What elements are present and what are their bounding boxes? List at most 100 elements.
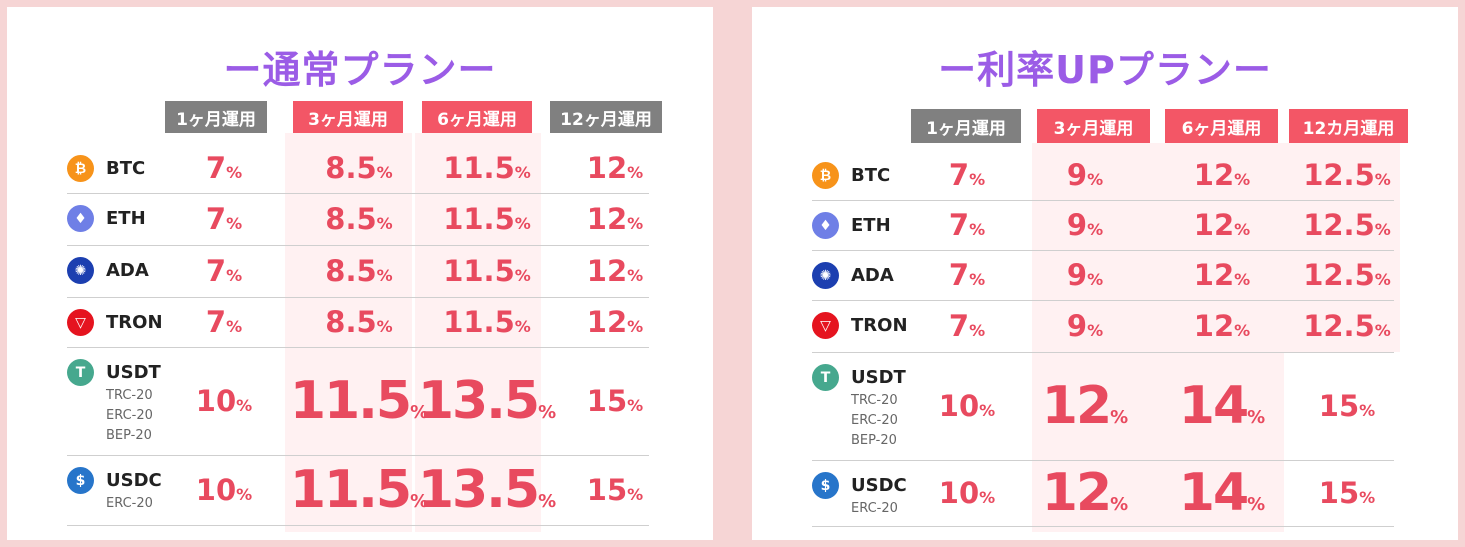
rate-cell: 12% [1142, 257, 1302, 298]
percent-sign: % [226, 266, 243, 285]
row-divider [812, 200, 1394, 201]
rate-cell: 7% [144, 150, 304, 191]
rate-value: 12 [1193, 208, 1235, 242]
rate-up-plan-panel: ー利率UPプランー 1ヶ月運用 3ヶ月運用 6ヶ月運用 12カ月運用 ₿ BTC 7% 9% 1… [752, 7, 1458, 540]
percent-sign: % [627, 214, 644, 233]
rate-value: 11.5 [289, 371, 412, 431]
ethereum-icon: ♦ [812, 212, 839, 239]
rate-value: 11.5 [443, 305, 515, 339]
percent-sign: % [236, 485, 253, 504]
coin-name: USDT [106, 362, 161, 383]
percent-sign: % [376, 163, 393, 182]
percent-sign: % [1359, 488, 1376, 507]
rate-value: 8.5 [325, 305, 377, 339]
usdc-icon: $ [67, 467, 94, 494]
rate-cell: 9% [1005, 207, 1165, 248]
coin-network: BEP-20 [106, 428, 152, 443]
rate-cell: 11.5% [407, 201, 567, 242]
coin-name: USDC [106, 470, 162, 491]
rate-cell: 10% [144, 472, 304, 513]
rate-cell: 7% [144, 304, 304, 345]
rate-cell: 8.5% [279, 201, 439, 242]
percent-sign: % [1247, 494, 1266, 515]
column-header-3: 6ヶ月運用 [422, 101, 532, 133]
percent-sign: % [627, 396, 644, 415]
rate-value: 11.5 [443, 202, 515, 236]
rate-value: 7 [205, 151, 227, 185]
percent-sign: % [1234, 321, 1251, 340]
rate-value: 12 [586, 151, 628, 185]
rate-value: 10 [195, 384, 237, 418]
rate-cell: 11.5% [407, 304, 567, 345]
percent-sign: % [969, 321, 986, 340]
row-divider [67, 455, 649, 456]
rate-value: 15 [586, 473, 628, 507]
highlight-column [1284, 143, 1400, 352]
rate-cell: 12% [1142, 207, 1302, 248]
coin-tron: ▽ TRON [67, 309, 163, 336]
cardano-icon: ✺ [812, 262, 839, 289]
percent-sign: % [1087, 270, 1104, 289]
rate-value: 7 [948, 258, 970, 292]
highlight-column [1032, 143, 1284, 532]
coin-ada: ✺ ADA [67, 257, 149, 284]
coin-name: ETH [106, 208, 146, 229]
rate-cell: 8.5% [279, 150, 439, 191]
rate-cell: 12% [1005, 463, 1165, 535]
rate-cell: 10% [887, 388, 1047, 429]
column-header-4: 12カ月運用 [1289, 109, 1408, 143]
tron-icon: ▽ [67, 309, 94, 336]
column-header-4: 12ヶ月運用 [550, 101, 662, 133]
row-divider [812, 300, 1394, 301]
rate-value: 7 [205, 305, 227, 339]
coin-eth: ♦ ETH [812, 212, 891, 239]
row-divider [812, 526, 1394, 527]
coin-usdc: $ USDC ERC-20 [67, 467, 162, 514]
rate-cell: 12% [1142, 157, 1302, 198]
rate-cell: 12% [535, 304, 695, 345]
percent-sign: % [627, 317, 644, 336]
percent-sign: % [1087, 321, 1104, 340]
normal-plan-title: ー通常プランー [223, 48, 497, 92]
percent-sign: % [538, 402, 557, 423]
percent-sign: % [969, 220, 986, 239]
rate-cell: 11.5% [407, 253, 567, 294]
coin-name: ETH [851, 215, 891, 236]
rate-value: 12.5 [1303, 309, 1375, 343]
row-divider [812, 460, 1394, 461]
rate-value: 10 [195, 473, 237, 507]
column-header-2: 3ヶ月運用 [293, 101, 403, 133]
percent-sign: % [1087, 170, 1104, 189]
rate-value: 12 [586, 305, 628, 339]
rate-value: 7 [205, 202, 227, 236]
rate-up-plan-title: ー利率UPプランー [938, 48, 1272, 92]
rate-value: 9 [1066, 208, 1088, 242]
cardano-icon: ✺ [67, 257, 94, 284]
rate-cell: 10% [887, 475, 1047, 516]
rate-cell: 7% [887, 308, 1047, 349]
rate-value: 12.5 [1303, 258, 1375, 292]
rate-value: 10 [938, 476, 980, 510]
rate-value: 7 [948, 158, 970, 192]
percent-sign: % [1374, 220, 1391, 239]
coin-network: TRC-20 [851, 393, 898, 408]
rate-cell: 7% [144, 201, 304, 242]
coin-usdc: $ USDC ERC-20 [812, 472, 907, 519]
rate-cell: 15% [1267, 388, 1427, 429]
rate-cell: 12.5% [1267, 157, 1427, 198]
rate-cell: 11.5% [279, 371, 439, 443]
coin-network: ERC-20 [851, 413, 898, 428]
percent-sign: % [514, 317, 531, 336]
rate-cell: 14% [1142, 376, 1302, 448]
bitcoin-icon: ₿ [812, 162, 839, 189]
ethereum-icon: ♦ [67, 205, 94, 232]
rate-cell: 7% [887, 157, 1047, 198]
rate-value: 8.5 [325, 151, 377, 185]
coin-tron: ▽ TRON [812, 312, 908, 339]
percent-sign: % [376, 317, 393, 336]
percent-sign: % [514, 163, 531, 182]
rate-value: 7 [205, 254, 227, 288]
rate-value: 12.5 [1303, 208, 1375, 242]
row-divider [67, 245, 649, 246]
percent-sign: % [627, 485, 644, 504]
